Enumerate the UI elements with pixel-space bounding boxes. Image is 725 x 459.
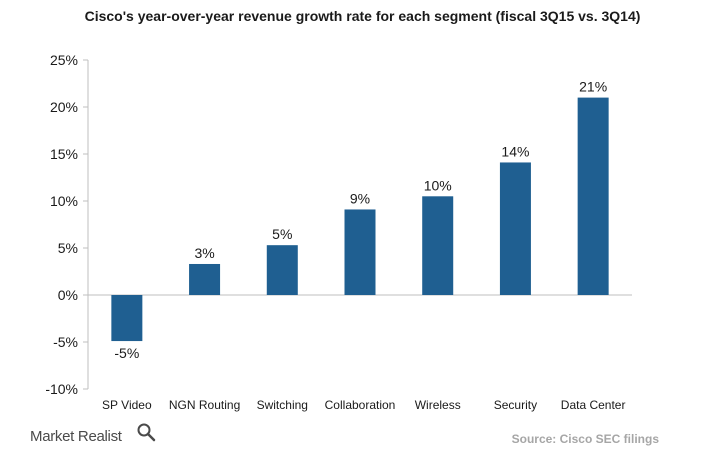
- y-tick-label: 20%: [50, 99, 78, 115]
- category-label: Data Center: [561, 398, 626, 412]
- y-tick-label: -10%: [45, 381, 78, 397]
- bar: [344, 209, 376, 295]
- data-label: 10%: [424, 177, 452, 193]
- source-note: Source: Cisco SEC filings: [511, 432, 659, 446]
- category-label: Collaboration: [325, 398, 396, 412]
- data-label: 3%: [194, 245, 214, 261]
- bar: [189, 263, 221, 295]
- y-tick-label: 15%: [50, 146, 78, 162]
- bar: [111, 295, 143, 342]
- data-label: -5%: [114, 345, 139, 361]
- data-label: 5%: [272, 226, 292, 242]
- data-label: 9%: [350, 190, 370, 206]
- y-tick-label: 10%: [50, 193, 78, 209]
- brand-logo: Market Realist: [30, 423, 156, 445]
- bar: [577, 97, 609, 295]
- category-label: Switching: [257, 398, 308, 412]
- magnifier-icon: [137, 423, 156, 442]
- brand-name: Market Realist: [30, 428, 122, 445]
- y-tick-label: 25%: [50, 52, 78, 68]
- bar: [266, 245, 298, 295]
- labels: -5% SP Video 3% NGN Routing 5% Switching 9% Col…: [102, 79, 625, 412]
- category-label: Security: [494, 398, 537, 412]
- category-label: NGN Routing: [169, 398, 240, 412]
- bar: [422, 196, 454, 295]
- bar: [499, 162, 531, 295]
- data-label: 21%: [579, 79, 607, 95]
- category-label: SP Video: [102, 398, 152, 412]
- bars: [111, 97, 609, 342]
- data-label: 14%: [501, 143, 529, 159]
- y-tick-label: -5%: [53, 334, 78, 350]
- category-label: Wireless: [415, 398, 461, 412]
- chart-title: Cisco's year-over-year revenue growth ra…: [84, 8, 641, 24]
- y-tick-label: 0%: [58, 287, 78, 303]
- y-tick-label: 5%: [58, 240, 78, 256]
